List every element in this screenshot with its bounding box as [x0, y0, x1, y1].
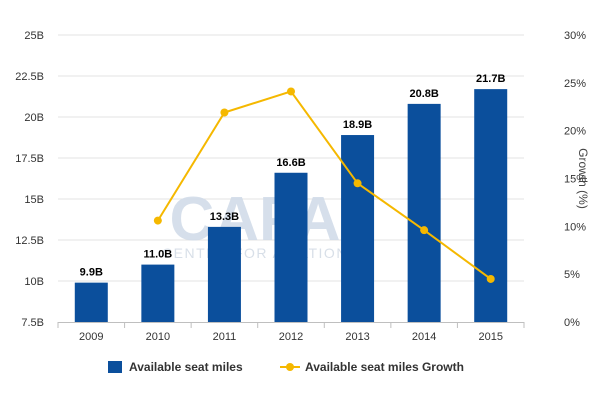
bar — [141, 264, 175, 322]
y-right-tick-label: 5% — [564, 269, 580, 281]
y-right-tick-label: 10% — [564, 221, 586, 233]
x-tick-label: 2010 — [146, 331, 170, 343]
y-right-tick-label: 25% — [564, 78, 586, 90]
x-tick-label: 2009 — [79, 331, 103, 343]
y-left-tick-label: 25B — [24, 30, 44, 42]
legend-line-marker — [286, 363, 294, 371]
y-right-tick-label: 30% — [564, 30, 586, 42]
y-left-tick-label: 10B — [24, 276, 44, 288]
growth-line — [157, 90, 492, 280]
x-tick-label: 2013 — [345, 331, 369, 343]
bar — [474, 89, 508, 323]
bar — [207, 226, 241, 322]
bar-data-label: 21.7B — [476, 73, 505, 85]
growth-point — [220, 108, 229, 117]
growth-point — [153, 216, 162, 225]
bar-data-labels: 9.9B 11.0B 13.3B 16.6B 18.9B 20.8B 21.7B — [80, 73, 506, 279]
x-tick-label: 2015 — [478, 331, 502, 343]
growth-point — [287, 87, 295, 96]
y-right-tick-label: 0% — [564, 317, 580, 329]
bar — [407, 103, 441, 322]
growth-line-series — [153, 87, 495, 283]
y-left-tick-label: 12.5B — [15, 235, 44, 247]
bar — [74, 282, 108, 322]
y-left-tick-label: 17.5B — [15, 153, 44, 165]
bar-data-label: 11.0B — [143, 249, 172, 261]
growth-point — [353, 179, 362, 188]
y-left-tick-label: 15B — [24, 194, 44, 206]
y-right-tick-label: 15% — [564, 174, 586, 186]
y-right-axis-title: Growth (%) — [576, 148, 590, 209]
y-left-tick-label: 7.5B — [21, 317, 44, 329]
y-left-tick-label: 20B — [24, 112, 44, 124]
bar — [274, 172, 308, 322]
legend-bar-label: Available seat miles — [129, 360, 243, 374]
bar — [341, 135, 375, 322]
x-tick-label: 2012 — [279, 331, 303, 343]
x-tick-label: 2014 — [412, 331, 436, 343]
y-right-tick-label: 20% — [564, 126, 586, 138]
bar-data-label: 9.9B — [80, 267, 103, 279]
watermark-logo-text: CAPA — [169, 185, 340, 254]
bar-data-label: 18.9B — [343, 119, 372, 131]
growth-point — [486, 274, 495, 283]
legend-bar-swatch — [108, 361, 122, 373]
bar-series — [74, 89, 508, 323]
axes: 7.5B 10B 12.5B 15B 17.5B 20B 22.5B 25B 0% 5% 10% 15… — [15, 30, 590, 343]
growth-point — [420, 226, 429, 235]
x-tick-label: 2011 — [213, 331, 237, 343]
legend: Available seat miles Available seat miles… — [108, 360, 464, 374]
bar-data-label: 13.3B — [210, 211, 239, 223]
bar-data-label: 20.8B — [409, 88, 438, 100]
legend-line-label: Available seat miles Growth — [305, 360, 464, 374]
bar-data-label: 16.6B — [276, 157, 305, 169]
y-left-tick-label: 22.5B — [15, 71, 44, 83]
watermark-subtitle-text: CENTRE FOR AVIATION — [162, 245, 348, 261]
